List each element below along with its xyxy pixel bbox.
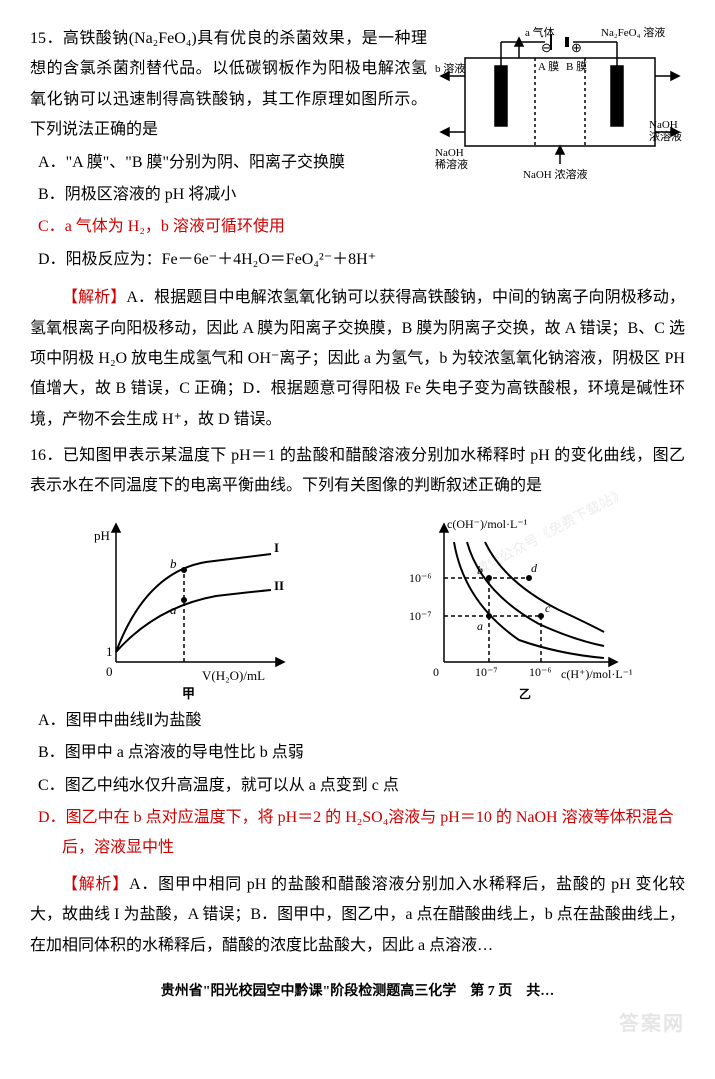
q16-optB-label: B． xyxy=(38,744,65,761)
q16-optA-text: 图甲中曲线Ⅱ为盐酸 xyxy=(66,712,202,729)
q16-optB-text: 图甲中 a 点溶液的导电性比 b 点弱 xyxy=(65,744,304,761)
chart-yi: c(OH⁻)/mol·L⁻¹ 10⁻⁶ 10⁻⁷ 0 10⁻⁷ 10⁻⁶ c(H… xyxy=(389,512,639,702)
q15-optA-label: A． xyxy=(38,154,66,171)
svg-text:I: I xyxy=(274,540,279,555)
lbl-dilute: NaOH xyxy=(435,147,464,159)
q15-optB-text: 阴极区溶液的 pH 将减小 xyxy=(65,186,237,203)
q15-analysis-text: A．根据题目中电解浓氢氧化钠可以获得高铁酸钠，中间的钠离子向阴极移动，氢氧根离子… xyxy=(30,289,685,428)
q16-stem-text: 已知图甲表示某温度下 pH＝1 的盐酸和醋酸溶液分别加水稀释时 pH 的变化曲线… xyxy=(30,447,685,494)
q15-optA-text: "A 膜"、"B 膜"分别为阴、阳离子交换膜 xyxy=(66,154,345,171)
q16-optD-text: 图乙中在 b 点对应温度下，将 pH＝2 的 H₂SO₄溶液与 pH＝10 的 … xyxy=(62,809,674,856)
lbl-out: Na₂FeO₄ 溶液 xyxy=(601,25,665,39)
q15-analysis: 【解析】A．根据题目中电解浓氢氧化钠可以获得高铁酸钠，中间的钠离子向阴极移动，氢… xyxy=(30,283,685,435)
q16-optC-text: 图乙中纯水仅升高温度，就可以从 a 点变到 c 点 xyxy=(65,777,399,794)
yi-ytick1: 10⁻⁶ xyxy=(409,571,432,585)
svg-text:a: a xyxy=(170,602,177,617)
q16-optA-label: A． xyxy=(38,712,66,729)
q15-optD-text: 阳极反应为：Fe－6e⁻＋4H₂O＝FeO₄²⁻＋8H⁺ xyxy=(66,251,377,268)
lbl-gas: a 气体 xyxy=(525,25,555,39)
q15-analysis-label: 【解析】 xyxy=(62,289,126,306)
lbl-concR1: NaOH xyxy=(649,119,678,131)
svg-text:0: 0 xyxy=(433,665,439,679)
jia-caption: 甲 xyxy=(182,686,195,701)
svg-text:b: b xyxy=(477,563,483,577)
watermark-corner: 答案网 xyxy=(619,1005,685,1043)
q16-optD-label: D． xyxy=(38,809,66,826)
q15-optD-label: D． xyxy=(38,251,66,268)
lbl-dilute2: 稀溶液 xyxy=(435,157,468,171)
q15-stem-text: 高铁酸钠(Na₂FeO₄)具有优良的杀菌效果，是一种理想的含氯杀菌剂替代品。以低… xyxy=(30,30,427,138)
jia-ylabel: pH xyxy=(94,528,110,543)
q15-optC: C．a 气体为 H₂，b 溶液可循环使用 xyxy=(30,212,685,242)
q15-optB: B．阴极区溶液的 pH 将减小 xyxy=(30,180,685,210)
q15-optC-text: a 气体为 H₂，b 溶液可循环使用 xyxy=(65,218,285,235)
q16-analysis-text: A．图甲中相同 pH 的盐酸和醋酸溶液分别加入水稀释后，盐酸的 pH 变化较大，… xyxy=(30,876,685,954)
q15-optD: D．阳极反应为：Fe－6e⁻＋4H₂O＝FeO₄²⁻＋8H⁺ xyxy=(30,245,685,275)
yi-ylabel: c(OH⁻)/mol·L⁻¹ xyxy=(447,517,528,531)
q15-stem: a 气体 A 膜 B 膜 Na₂FeO₄ 溶液 b 溶液 NaOH 稀溶液 Na… xyxy=(30,24,685,146)
q15-optC-label: C． xyxy=(38,218,65,235)
q15-num: 15． xyxy=(30,30,63,47)
jia-ytick: 1 xyxy=(106,644,113,659)
lbl-bmem: B 膜 xyxy=(566,60,587,73)
yi-caption: 乙 xyxy=(519,687,531,701)
yi-xtick1: 10⁻⁷ xyxy=(475,665,498,679)
q16-optB: B．图甲中 a 点溶液的导电性比 b 点弱 xyxy=(30,738,685,768)
lbl-bsol: b 溶液 xyxy=(435,61,465,75)
q15-optB-label: B． xyxy=(38,186,65,203)
svg-text:c: c xyxy=(545,601,551,615)
q16-charts: pH 1 0 I II a b V(H₂O)/mL 甲 xyxy=(30,512,685,702)
q16-num: 16． xyxy=(30,447,63,464)
yi-xtick2: 10⁻⁶ xyxy=(529,665,552,679)
svg-text:a: a xyxy=(477,619,483,633)
q16-stem: 16．已知图甲表示某温度下 pH＝1 的盐酸和醋酸溶液分别加水稀释时 pH 的变… xyxy=(30,441,685,502)
lbl-concR2: 浓溶液 xyxy=(649,129,682,143)
q16-analysis-label: 【解析】 xyxy=(62,876,129,893)
lbl-amem: A 膜 xyxy=(538,60,559,73)
svg-text:⊕: ⊕ xyxy=(571,40,582,55)
q16-optC: C．图乙中纯水仅升高温度，就可以从 a 点变到 c 点 xyxy=(30,771,685,801)
q16-optC-label: C． xyxy=(38,777,65,794)
q16-optA: A．图甲中曲线Ⅱ为盐酸 xyxy=(30,706,685,736)
chart-jia: pH 1 0 I II a b V(H₂O)/mL 甲 xyxy=(76,512,296,702)
svg-text:0: 0 xyxy=(106,664,113,679)
jia-xlabel: V(H₂O)/mL xyxy=(202,668,265,683)
svg-text:d: d xyxy=(531,561,538,575)
q16-analysis: 【解析】A．图甲中相同 pH 的盐酸和醋酸溶液分别加入水稀释后，盐酸的 pH 变… xyxy=(30,870,685,961)
yi-xlabel: c(H⁺)/mol·L⁻¹ xyxy=(561,667,633,681)
q16-optD: D．图乙中在 b 点对应温度下，将 pH＝2 的 H₂SO₄溶液与 pH＝10 … xyxy=(30,803,685,864)
svg-text:b: b xyxy=(170,556,177,571)
q15-diagram: a 气体 A 膜 B 膜 Na₂FeO₄ 溶液 b 溶液 NaOH 稀溶液 Na… xyxy=(435,24,685,184)
yi-ytick2: 10⁻⁷ xyxy=(409,609,432,623)
svg-text:II: II xyxy=(274,578,284,593)
lbl-concL: NaOH 浓溶液 xyxy=(523,167,587,181)
page-footer: 贵州省"阳光校园空中黔课"阶段检测题高三化学 第 7 页 共… xyxy=(30,979,685,1006)
svg-text:⊖: ⊖ xyxy=(541,40,552,55)
